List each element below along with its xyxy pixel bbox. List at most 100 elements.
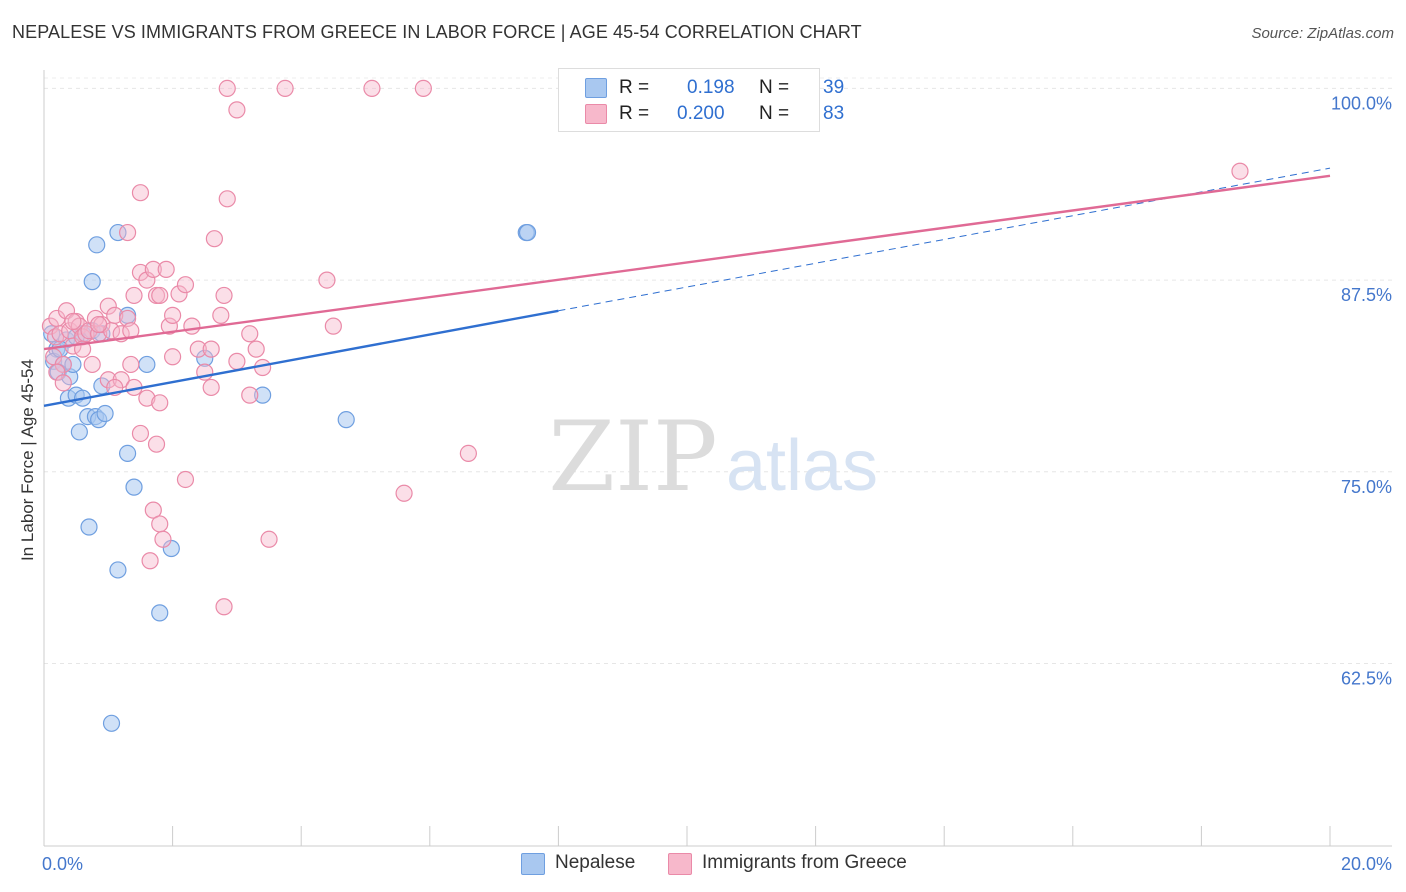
data-point-nepalese	[118, 444, 137, 462]
data-point-greece	[51, 325, 69, 343]
data-point-greece	[151, 286, 169, 305]
data-point-greece	[218, 190, 236, 208]
data-point-greece	[228, 352, 246, 370]
data-point-greece	[247, 340, 265, 358]
watermark-zip: ZIP	[548, 401, 717, 513]
data-point-greece	[164, 348, 182, 366]
chart-title: NEPALESE VS IMMIGRANTS FROM GREECE IN LA…	[12, 22, 862, 42]
data-point-nepalese	[80, 518, 98, 536]
data-point-greece	[189, 340, 207, 358]
series-nepalese-points	[43, 223, 537, 732]
x-tick-label: 20.0%	[1341, 854, 1392, 874]
legend-swatch-greece	[585, 104, 607, 124]
legend-r-label: R =	[619, 77, 650, 98]
legend-n-label: N =	[759, 103, 790, 124]
data-point-greece	[160, 317, 178, 335]
data-point-greece	[138, 389, 156, 407]
tick-labels: 62.5% 75.0% 87.5% 100.0% 0.0% 20.0%	[42, 93, 1392, 874]
grid-lines	[44, 77, 1392, 665]
legend-r-value: 0.198	[687, 77, 735, 98]
data-point-nepalese	[196, 349, 214, 367]
data-point-greece	[64, 312, 82, 331]
data-point-greece	[205, 230, 223, 248]
data-point-greece	[122, 322, 140, 340]
legend-r-label: R =	[619, 103, 650, 124]
legend-n-label: N =	[759, 77, 790, 98]
data-point-greece	[125, 286, 143, 305]
data-point-greece	[151, 394, 169, 412]
data-point-nepalese	[518, 223, 537, 242]
data-point-greece	[48, 363, 66, 381]
bottom-legend-label-greece: Immigrants from Greece	[702, 852, 907, 873]
data-point-greece	[154, 530, 172, 548]
data-point-greece	[147, 435, 166, 453]
data-point-greece	[176, 276, 195, 294]
data-point-greece	[176, 470, 195, 489]
data-point-nepalese	[64, 355, 82, 374]
data-point-greece	[241, 386, 259, 404]
data-point-greece	[144, 501, 162, 519]
data-point-nepalese	[138, 355, 156, 374]
data-point-greece	[83, 355, 101, 374]
data-point-greece	[131, 424, 150, 443]
data-point-greece	[118, 223, 137, 242]
data-point-greece	[324, 317, 342, 335]
data-point-nepalese	[125, 478, 143, 496]
data-point-greece	[144, 260, 162, 278]
data-point-greece	[151, 515, 169, 533]
data-point-nepalese	[70, 423, 88, 441]
data-point-greece	[202, 378, 220, 397]
series-greece-points	[41, 79, 1249, 616]
data-point-nepalese	[337, 411, 355, 429]
data-point-greece	[157, 260, 175, 278]
data-point-greece	[228, 101, 246, 119]
data-point-greece	[414, 79, 432, 98]
data-point-greece	[241, 325, 259, 343]
watermark-atlas: atlas	[726, 426, 878, 506]
data-point-greece	[99, 297, 117, 315]
data-point-greece	[90, 315, 108, 334]
data-point-greece	[131, 184, 150, 202]
trend-line-nepalese-extrapolated	[558, 167, 1331, 312]
axes	[43, 70, 1392, 847]
data-point-greece	[276, 79, 294, 98]
data-point-greece	[164, 306, 182, 324]
data-point-nepalese	[151, 604, 169, 622]
data-point-nepalese	[88, 236, 106, 254]
data-point-greece	[141, 552, 159, 570]
legend-n-value: 39	[823, 77, 845, 98]
legend-swatch-nepalese	[585, 78, 607, 98]
source-label: Source: ZipAtlas.com	[1251, 25, 1394, 42]
bottom-legend-swatch-nepalese	[521, 853, 545, 875]
y-tick-label: 100.0%	[1331, 93, 1392, 113]
data-point-greece	[260, 530, 278, 548]
data-point-greece	[212, 306, 230, 324]
data-point-greece	[202, 340, 220, 358]
data-point-nepalese	[254, 386, 272, 404]
y-tick-label: 87.5%	[1341, 285, 1392, 305]
data-point-nepalese	[102, 714, 121, 732]
watermark: ZIP atlas	[548, 401, 878, 513]
correlation-legend: R = 0.198 N = 39 R = 0.200 N = 83	[558, 68, 844, 132]
data-point-greece	[459, 444, 477, 462]
data-point-nepalese	[109, 561, 127, 579]
data-point-nepalese	[109, 223, 127, 242]
data-point-nepalese	[93, 377, 111, 395]
data-point-greece	[395, 484, 413, 502]
legend-n-value: 83	[823, 103, 845, 124]
data-point-greece	[218, 79, 236, 98]
bottom-legend-swatch-greece	[668, 853, 692, 875]
data-point-nepalese	[83, 273, 101, 291]
data-point-greece	[363, 79, 381, 98]
data-point-nepalese	[96, 404, 114, 423]
y-tick-label: 62.5%	[1341, 669, 1392, 689]
x-tick-label: 0.0%	[42, 854, 83, 874]
data-point-greece	[122, 355, 140, 374]
data-point-greece	[106, 306, 124, 324]
trend-lines	[43, 167, 1331, 408]
data-point-greece	[54, 374, 72, 392]
trend-line-greece	[43, 174, 1331, 351]
trend-line-nepalese	[43, 309, 559, 408]
data-point-greece	[170, 285, 188, 303]
